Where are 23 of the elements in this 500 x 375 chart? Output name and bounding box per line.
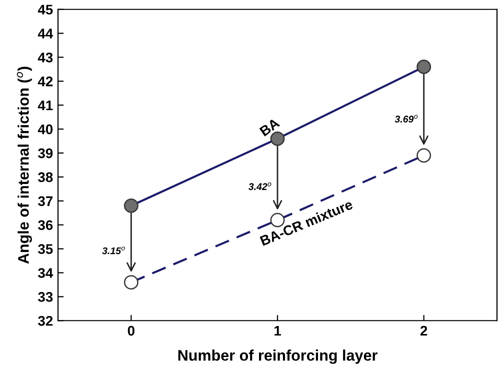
y-tick-label: 40 (38, 124, 53, 134)
annotation: 3.42$^{o}$ (248, 182, 272, 190)
y-tick-label: 45 (38, 4, 53, 15)
y-tick-label: 38 (38, 172, 53, 182)
y-tick-label: 43 (38, 52, 53, 62)
y-tick-label: 39 (38, 148, 53, 158)
y-tick-label: 44 (38, 28, 54, 38)
y-tick-label: 34 (38, 268, 54, 278)
x-tick-label: 0 (128, 326, 134, 336)
y-tick-label: 33 (38, 292, 53, 302)
x-tick-label: 1 (274, 326, 281, 336)
y-tick-label: 36 (38, 220, 53, 230)
y-tick-label: 35 (38, 244, 53, 254)
annotation: 3.69$^{o}$ (394, 114, 418, 123)
y-tick-label: 42 (38, 76, 53, 86)
x-axis-title: Number of reinforcing layer (178, 350, 378, 364)
y-tick-label: 41 (38, 100, 53, 110)
y-axis-title: Angle of internal friction ($^{o}$) (16, 66, 32, 264)
x-tick-label: 2 (420, 326, 428, 336)
text: BA (259, 118, 280, 136)
y-tick-label: 32 (38, 316, 53, 326)
y-tick-label: 37 (38, 196, 53, 206)
annotation: 3.15$^{o}$ (102, 246, 125, 254)
